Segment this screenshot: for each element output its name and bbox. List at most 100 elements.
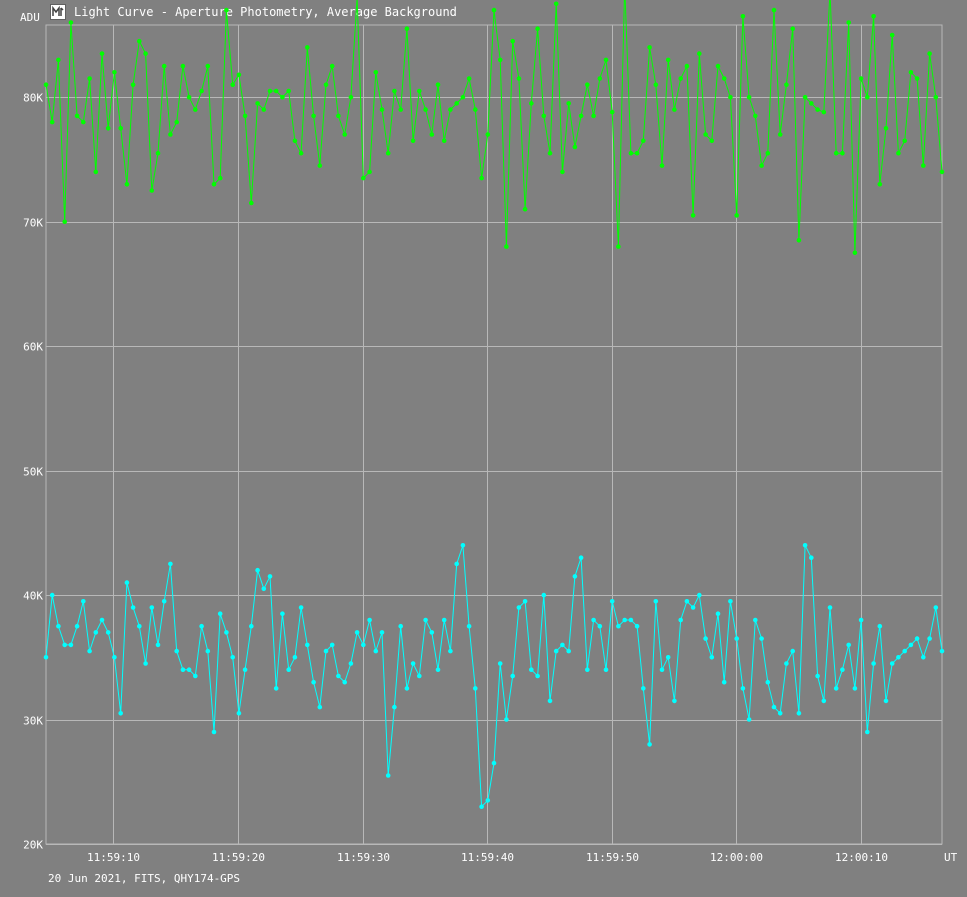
data-point: [522, 599, 528, 604]
data-point: [553, 648, 559, 654]
data-point: [435, 667, 441, 672]
data-point: [280, 611, 285, 616]
data-point: [591, 113, 596, 119]
x-tick-label: 11:59:50: [586, 851, 639, 864]
data-point: [124, 182, 130, 187]
data-point: [429, 630, 435, 635]
data-point: [908, 70, 914, 75]
data-point: [777, 711, 783, 716]
footer-info: 20 Jun 2021, FITS, QHY174-GPS: [48, 872, 241, 885]
data-point: [765, 150, 771, 156]
y-tick-label: 40K: [23, 590, 43, 603]
data-point: [641, 138, 646, 144]
data-point: [286, 667, 292, 672]
data-point: [914, 76, 920, 81]
data-point: [665, 57, 671, 63]
data-point: [921, 655, 926, 660]
data-point: [87, 648, 92, 654]
data-point: [840, 667, 845, 672]
data-point: [249, 623, 254, 629]
data-point: [311, 113, 316, 119]
data-point: [99, 51, 105, 56]
data-point: [790, 648, 795, 654]
y-axis-label: ADU: [20, 11, 40, 24]
data-point: [634, 623, 640, 629]
data-point: [423, 107, 428, 112]
data-point: [697, 592, 702, 598]
data-point: [927, 51, 932, 56]
data-point: [883, 126, 889, 131]
data-point: [174, 119, 179, 125]
data-point: [690, 213, 696, 218]
data-point: [81, 119, 86, 125]
data-point: [199, 88, 204, 94]
data-point: [367, 617, 372, 623]
data-point: [871, 13, 876, 19]
data-point: [703, 636, 708, 641]
data-point: [510, 673, 515, 679]
data-point: [609, 109, 615, 115]
data-point: [323, 648, 329, 654]
data-point: [777, 132, 783, 137]
data-point: [790, 26, 795, 32]
data-point: [541, 113, 547, 119]
data-point: [609, 599, 615, 604]
data-point: [199, 623, 204, 629]
data-point: [460, 543, 466, 548]
grid-layer: [45, 24, 943, 845]
data-point: [373, 648, 379, 654]
data-point: [753, 617, 758, 623]
data-point: [852, 686, 858, 691]
data-point: [759, 163, 764, 168]
data-point: [280, 94, 285, 100]
data-point: [821, 698, 827, 704]
data-point: [62, 219, 67, 224]
data-point: [417, 673, 422, 679]
data-point: [746, 94, 752, 100]
data-point: [665, 655, 671, 660]
data-point: [684, 599, 690, 604]
data-point: [286, 88, 292, 94]
data-point: [161, 63, 167, 69]
x-axis-unit-label: UT: [944, 851, 958, 864]
data-point: [342, 132, 348, 137]
data-point: [149, 188, 155, 193]
data-point: [124, 580, 130, 585]
data-point: [273, 686, 279, 691]
data-point: [572, 574, 578, 579]
data-point: [603, 57, 609, 63]
data-point: [715, 63, 721, 69]
data-point: [149, 605, 155, 610]
data-point: [137, 38, 142, 44]
data-point: [112, 70, 117, 75]
data-point: [261, 586, 267, 592]
data-point: [186, 94, 192, 100]
data-point: [423, 617, 428, 623]
data-point: [87, 76, 92, 81]
data-point: [298, 605, 304, 610]
data-point: [186, 667, 192, 672]
data-point: [441, 617, 447, 623]
light-curve-app-icon[interactable]: [50, 4, 66, 20]
data-point: [205, 63, 211, 69]
data-point: [161, 599, 167, 604]
data-point: [908, 642, 914, 648]
data-point: [896, 150, 901, 156]
data-point: [217, 175, 223, 181]
data-point: [441, 138, 447, 144]
data-point: [379, 107, 385, 112]
data-point: [329, 642, 335, 648]
plot-frame: [45, 24, 943, 845]
data-point: [180, 667, 186, 672]
data-point: [317, 704, 323, 710]
data-point: [348, 661, 354, 666]
data-point: [336, 113, 341, 119]
data-point: [690, 605, 696, 610]
data-point: [603, 667, 609, 672]
data-point: [193, 673, 198, 679]
data-point: [933, 94, 939, 100]
data-point: [305, 642, 310, 648]
data-point: [497, 57, 503, 63]
series-green: [43, 0, 945, 256]
